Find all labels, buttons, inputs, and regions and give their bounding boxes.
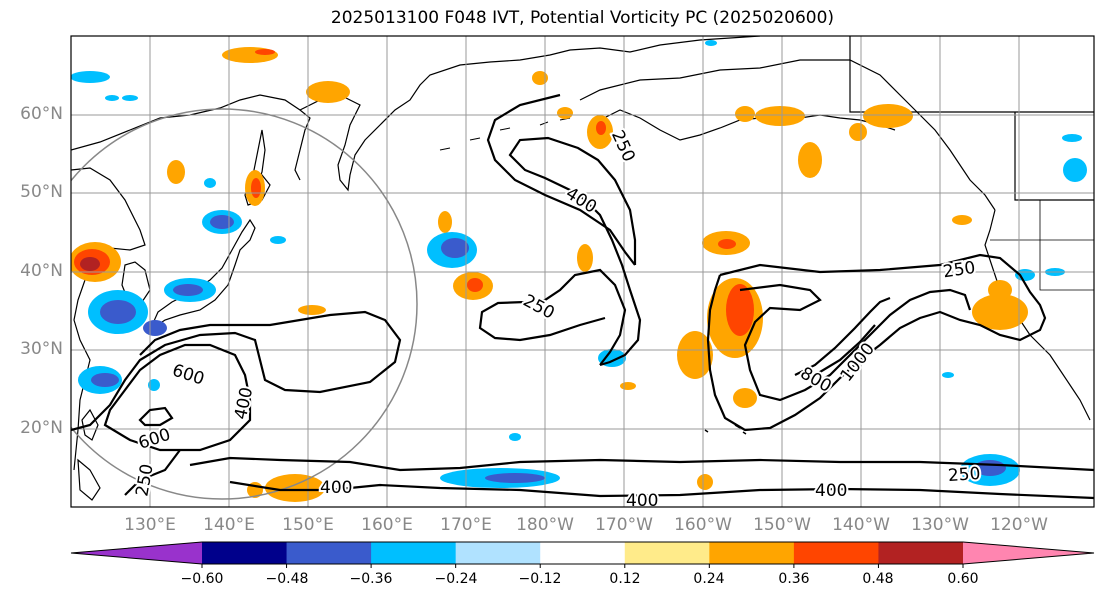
colorbar-tick-label: 0.12 (609, 571, 641, 587)
contour-label: 250 (132, 463, 157, 498)
lat-label: 50°N (20, 182, 63, 202)
contour-label: 400 (815, 481, 847, 501)
colorbar-tick-label: −0.12 (518, 571, 562, 587)
lat-label: 40°N (20, 261, 63, 281)
colorbar-tick-label: 0.60 (947, 571, 979, 587)
contour-label: 400 (231, 385, 257, 421)
colorbar-tick-label: 0.36 (778, 571, 810, 587)
contour-label: 250 (947, 464, 981, 486)
lon-label: 160°E (361, 515, 413, 535)
ivt-contours (71, 93, 1094, 500)
lon-label: 120°W (990, 515, 1048, 535)
lon-label: 140°E (203, 515, 255, 535)
lon-label: 170°W (595, 515, 653, 535)
colorbar-tick-label: −0.36 (349, 571, 393, 587)
lon-label: 140°W (832, 515, 890, 535)
map-frame (70, 35, 1095, 508)
lat-label: 60°N (20, 104, 63, 124)
colorbar-tick-label: −0.24 (434, 571, 478, 587)
colorbar-tick-label: −0.48 (265, 571, 309, 587)
lon-label: 130°E (124, 515, 176, 535)
lon-label: 130°W (911, 515, 969, 535)
colorbar-tick-label: −0.60 (180, 571, 224, 587)
colorbar-tick-label: 0.48 (862, 571, 894, 587)
lat-label: 20°N (20, 418, 63, 438)
lat-label: 30°N (20, 339, 63, 359)
lon-label: 150°W (753, 515, 811, 535)
lon-label: 180°W (516, 515, 574, 535)
contour-label: 400 (626, 491, 658, 511)
contour-label: 400 (320, 478, 352, 498)
chart-title: 2025013100 F048 IVT, Potential Vorticity… (330, 8, 835, 28)
contour-label: 250 (607, 127, 639, 165)
lon-label: 160°W (674, 515, 732, 535)
lon-label: 150°E (282, 515, 334, 535)
pv-shading (71, 40, 1087, 502)
colorbar-tick-label: 0.24 (693, 571, 725, 587)
range-circle (71, 108, 418, 500)
contour-label: 600 (170, 361, 207, 390)
lon-label: 170°E (440, 515, 492, 535)
contour-label: 250 (942, 258, 977, 282)
